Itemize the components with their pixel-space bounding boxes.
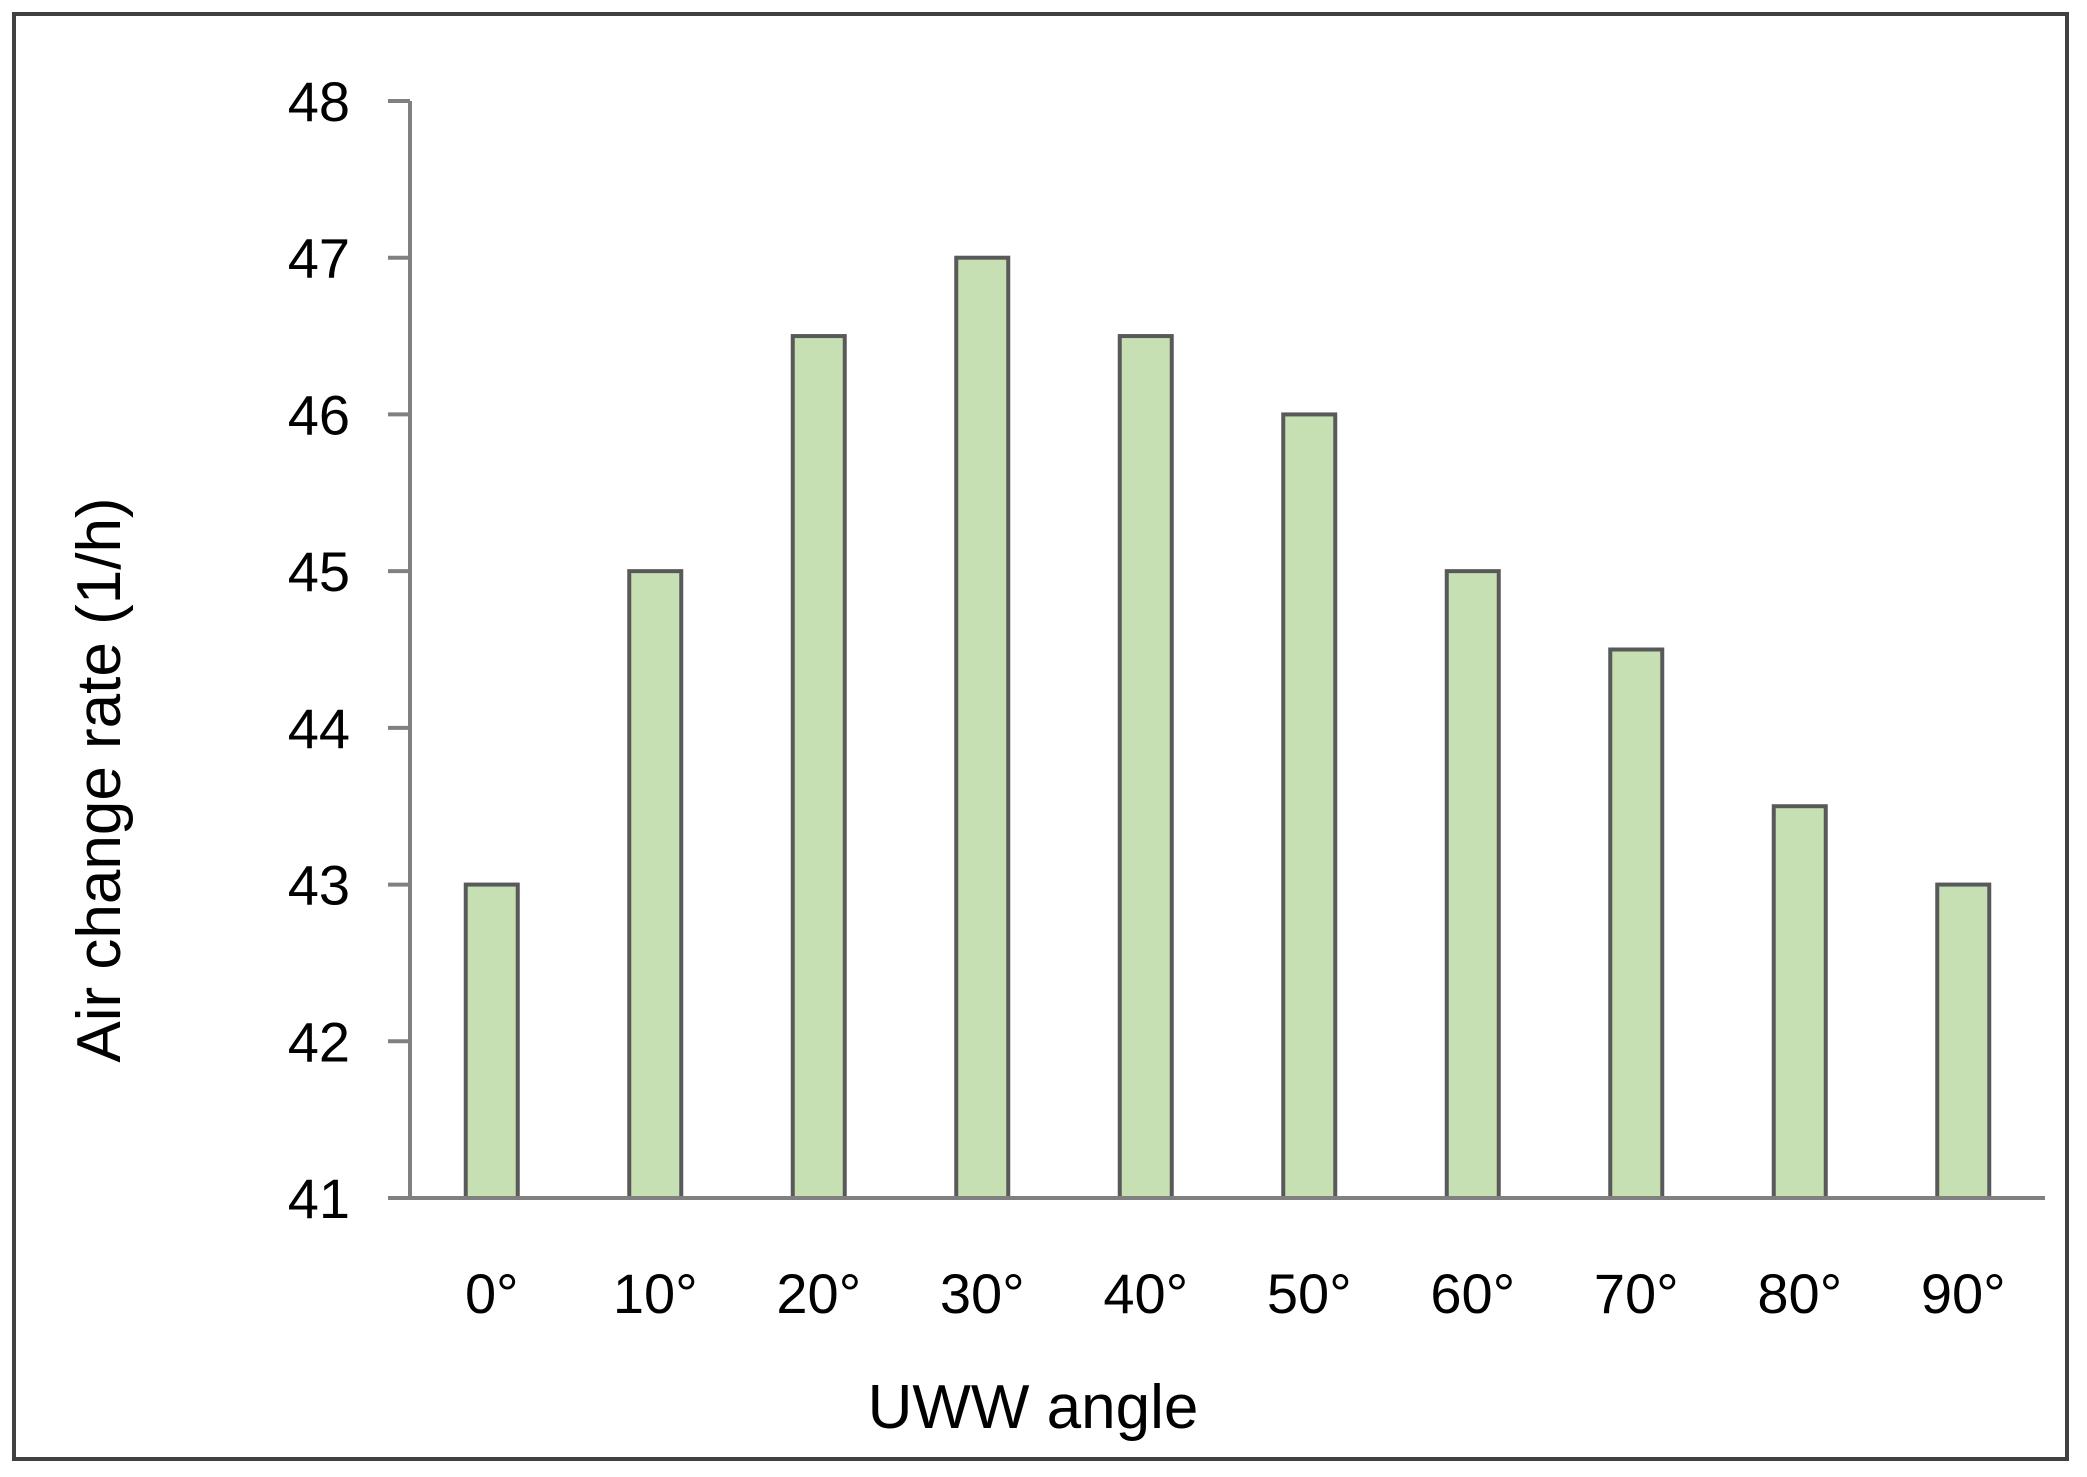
y-tick-label: 42 [288, 1010, 350, 1073]
x-tick-label: 50° [1267, 1262, 1352, 1325]
y-tick-label: 41 [288, 1167, 350, 1230]
y-tick-label: 43 [288, 854, 350, 917]
y-axis-title: Air change rate (1/h) [65, 497, 134, 1062]
x-tick-label: 0° [465, 1262, 519, 1325]
bar-0deg [463, 882, 520, 1200]
bar-20deg [790, 334, 847, 1201]
x-tick-label: 80° [1757, 1262, 1842, 1325]
x-tick-label: 60° [1430, 1262, 1515, 1325]
bar-90deg [1935, 882, 1992, 1200]
x-tick-label: 30° [940, 1262, 1025, 1325]
bar-80deg [1771, 804, 1828, 1200]
bar-50deg [1281, 412, 1338, 1200]
y-tick-label: 46 [288, 383, 350, 446]
y-tick-label: 47 [288, 227, 350, 290]
chart-frame [12, 12, 2069, 1461]
bar-10deg [627, 569, 684, 1200]
y-tick-label: 44 [288, 697, 350, 760]
y-axis-ticks: 41 42 43 44 45 46 47 48 [288, 70, 410, 1230]
x-tick-label: 70° [1594, 1262, 1679, 1325]
x-tick-label: 90° [1921, 1262, 2006, 1325]
bar-40deg [1117, 334, 1174, 1201]
x-axis-title: UWW angle [868, 1373, 1199, 1442]
y-tick-label: 48 [288, 70, 350, 133]
bar-60deg [1444, 569, 1501, 1200]
bar-30deg [954, 255, 1011, 1200]
x-axis-ticks: 0° 10° 20° 30° 40° 50° 60° 70° 80° 90° [465, 1262, 2006, 1325]
y-tick-label: 45 [288, 540, 350, 603]
bar-70deg [1608, 647, 1665, 1200]
x-tick-label: 20° [776, 1262, 861, 1325]
x-tick-label: 10° [613, 1262, 698, 1325]
x-tick-label: 40° [1103, 1262, 1188, 1325]
bars [463, 255, 1992, 1201]
